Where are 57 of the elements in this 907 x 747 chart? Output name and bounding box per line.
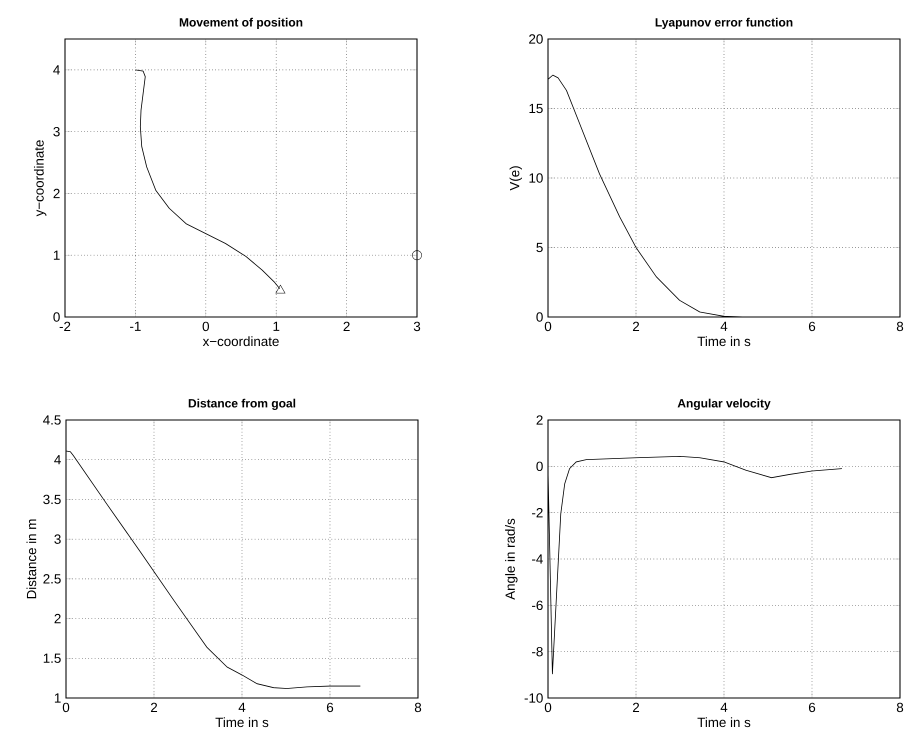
x-tick-label: 8 — [896, 702, 904, 712]
x-tick-label: 6 — [808, 322, 816, 332]
x-tick-label: 2 — [344, 322, 350, 332]
y-tick-label: -2 — [532, 508, 543, 518]
y-tick-label: 0 — [536, 312, 543, 322]
x-axis-title: Time in s — [698, 717, 750, 728]
x-tick-label: 4 — [238, 702, 246, 712]
x-tick-label: 4 — [720, 322, 728, 331]
y-tick-label: 0 — [53, 312, 60, 322]
y-axis-title: Distance in m — [26, 520, 36, 598]
x-tick-label: 2 — [632, 702, 640, 712]
y-tick-label: 5 — [536, 242, 543, 252]
y-tick-label: -10 — [524, 693, 543, 703]
x-axis-title: Time in s — [698, 336, 750, 346]
x-tick-label: 6 — [326, 702, 334, 712]
x-tick-label: 8 — [896, 322, 904, 332]
chart-title: Lyapunov error function — [656, 18, 792, 29]
x-tick-label: 1 — [274, 322, 280, 331]
y-axis-title: y−coordinate — [34, 140, 46, 216]
x-tick-label: 8 — [414, 702, 422, 712]
y-tick-label: 1 — [54, 693, 61, 703]
y-tick-label: -4 — [532, 554, 543, 564]
y-tick-label: 2 — [54, 614, 61, 624]
x-tick-label: 3 — [414, 322, 420, 332]
y-axis-title: Angle in rad/s — [505, 518, 518, 600]
x-tick-label: 2 — [632, 322, 640, 332]
y-tick-label: 2 — [536, 415, 543, 425]
y-tick-label: 3 — [53, 126, 60, 136]
x-tick-label: 6 — [808, 702, 816, 712]
chart-title: Distance from goal — [188, 398, 296, 410]
y-tick-label: 3.5 — [43, 494, 61, 504]
x-tick-label: 0 — [62, 702, 70, 712]
y-tick-label: -8 — [532, 646, 543, 656]
x-axis-title: Time in s — [215, 717, 268, 728]
y-axis-title: V(e) — [510, 166, 522, 191]
y-tick-label: 20 — [529, 34, 543, 44]
y-tick-label: 0 — [536, 462, 543, 472]
y-tick-label: 2.5 — [43, 574, 61, 584]
x-tick-label: 2 — [150, 702, 158, 712]
x-tick-label: 0 — [202, 322, 209, 332]
y-tick-label: 4.5 — [43, 415, 61, 425]
x-axis-title: x−coordinate — [202, 336, 279, 346]
y-tick-label: 1.5 — [44, 654, 61, 663]
x-tick-label: -1 — [130, 322, 141, 331]
y-tick-label: -6 — [532, 600, 543, 610]
chart-title: Movement of position — [180, 18, 302, 29]
chart-title: Angular velocity — [678, 398, 771, 410]
y-tick-label: 2 — [54, 188, 60, 198]
y-tick-label: 15 — [529, 104, 543, 114]
x-tick-label: 4 — [720, 702, 728, 712]
y-tick-label: 4 — [54, 455, 61, 464]
y-tick-label: 10 — [529, 173, 543, 183]
y-tick-label: 1 — [54, 250, 60, 260]
x-tick-label: 0 — [544, 702, 552, 712]
x-tick-label: 0 — [544, 322, 552, 332]
y-tick-label: 4 — [53, 65, 60, 74]
y-tick-label: 3 — [54, 534, 61, 544]
